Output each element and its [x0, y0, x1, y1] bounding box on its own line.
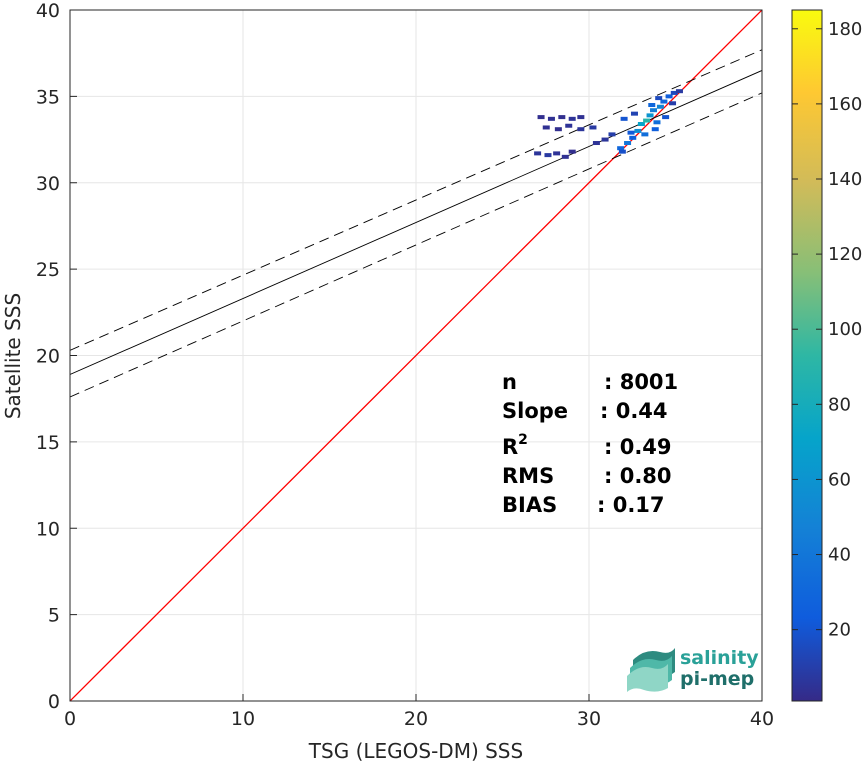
stat-n-label: n	[502, 370, 517, 394]
y-tick-label: 30	[36, 173, 60, 195]
density-point	[568, 149, 576, 154]
density-point	[537, 115, 545, 120]
density-point	[554, 127, 562, 132]
density-point	[665, 94, 673, 99]
x-tick-label: 40	[750, 708, 774, 730]
density-point	[629, 135, 637, 140]
density-point	[662, 115, 670, 120]
colorbar-tick-label: 60	[828, 469, 851, 490]
colorbar-tick-label: 160	[828, 94, 862, 115]
density-point	[547, 116, 555, 121]
wave-logo-icon	[627, 648, 675, 692]
x-tick-label: 20	[404, 708, 428, 730]
density-point	[577, 115, 585, 120]
density-point	[627, 130, 635, 135]
density-point	[670, 90, 678, 95]
fit-upper-bound-line	[70, 49, 762, 351]
density-point	[592, 141, 600, 146]
y-axis-label: Satellite SSS	[1, 293, 25, 419]
density-point	[577, 127, 585, 132]
density-point	[653, 120, 661, 125]
y-tick-label: 25	[36, 259, 60, 281]
density-point	[675, 89, 683, 94]
stat-bias-label: BIAS	[502, 493, 557, 517]
x-axis-label: TSG (LEGOS-DM) SSS	[308, 739, 523, 763]
y-tick-label: 35	[36, 86, 60, 108]
logo-text-line2: pi-mep	[680, 668, 754, 690]
density-point	[589, 125, 597, 130]
identity-line	[70, 10, 762, 701]
colorbar-tick-label: 120	[828, 244, 862, 265]
density-point	[651, 127, 659, 132]
stat-slope-value: : 0.44	[600, 399, 668, 423]
y-tick-label: 20	[36, 346, 60, 368]
density-point	[650, 108, 658, 113]
stat-r2-base: R	[502, 435, 518, 459]
density-point	[624, 141, 632, 146]
density-points	[534, 89, 683, 159]
stat-r2-sup: 2	[518, 432, 528, 448]
density-point	[669, 101, 677, 106]
stats-annotation: n : 8001 Slope : 0.44 R2 : 0.49 RMS : 0.…	[502, 370, 678, 517]
density-point	[656, 104, 664, 109]
y-tick-label: 5	[48, 605, 60, 627]
y-tick-label: 0	[48, 691, 60, 713]
density-point	[601, 137, 609, 142]
logo-text-line1: salinity	[680, 647, 759, 669]
density-point	[618, 149, 626, 154]
density-point	[534, 151, 542, 156]
stat-n-value: : 8001	[604, 370, 678, 394]
colorbar-tick-label: 40	[828, 545, 851, 566]
colorbar-ticks: 20 40 60 80 100 120 140 160 180	[792, 19, 862, 641]
stat-rms-value: : 0.80	[604, 464, 672, 488]
density-point	[641, 132, 649, 137]
density-point	[565, 123, 573, 128]
density-point	[643, 118, 651, 123]
x-tick-label: 30	[577, 708, 601, 730]
density-point	[568, 116, 576, 121]
y-tick-label: 15	[36, 432, 60, 454]
x-tick-label: 0	[64, 708, 76, 730]
colorbar	[791, 9, 823, 702]
x-tick-label: 10	[231, 708, 255, 730]
stat-r2-value: : 0.49	[604, 435, 672, 459]
salinity-pimep-logo: salinity pi-mep	[627, 647, 759, 692]
y-tick-label: 10	[36, 518, 60, 540]
density-point	[620, 116, 628, 121]
density-point	[561, 154, 569, 159]
density-point	[617, 146, 625, 151]
stat-r2-label: R2	[502, 432, 528, 459]
stat-rms-label: RMS	[502, 464, 554, 488]
density-point	[544, 153, 552, 158]
density-point	[646, 113, 654, 118]
density-point	[634, 128, 642, 133]
density-point	[608, 132, 616, 137]
colorbar-tick-label: 180	[828, 19, 862, 40]
density-point	[655, 96, 663, 101]
stat-slope-label: Slope	[502, 399, 568, 423]
density-point	[660, 99, 668, 104]
colorbar-tick-label: 140	[828, 169, 862, 190]
x-axis-ticks: 0 10 20 30 40	[64, 694, 774, 730]
density-point	[637, 122, 645, 127]
stat-bias-value: : 0.17	[597, 493, 665, 517]
density-point	[648, 103, 656, 108]
y-axis-ticks: 0 5 10 15 20 25 30 35 40	[36, 0, 77, 713]
density-point	[542, 125, 550, 130]
colorbar-tick-label: 80	[828, 394, 851, 415]
colorbar-tick-label: 100	[828, 319, 862, 340]
density-point	[553, 151, 561, 156]
y-tick-label: 40	[36, 0, 60, 22]
density-point	[630, 111, 638, 116]
density-point	[558, 115, 566, 120]
colorbar-tick-label: 20	[828, 620, 851, 641]
fit-lower-bound-line	[70, 92, 762, 398]
